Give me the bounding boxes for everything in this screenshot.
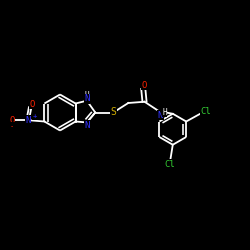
Text: N: N [84,94,89,103]
Text: O: O [30,100,35,109]
Text: H: H [162,108,167,117]
Text: Cl: Cl [200,107,211,116]
Text: N: N [25,116,30,125]
Text: O: O [141,81,146,90]
Text: S: S [111,107,117,117]
Text: N: N [158,110,163,120]
Text: N: N [85,121,90,130]
Text: H: H [84,91,89,100]
Text: Cl: Cl [164,160,175,169]
Text: O: O [10,116,15,125]
Text: -: - [10,123,14,129]
Text: +: + [32,114,36,119]
